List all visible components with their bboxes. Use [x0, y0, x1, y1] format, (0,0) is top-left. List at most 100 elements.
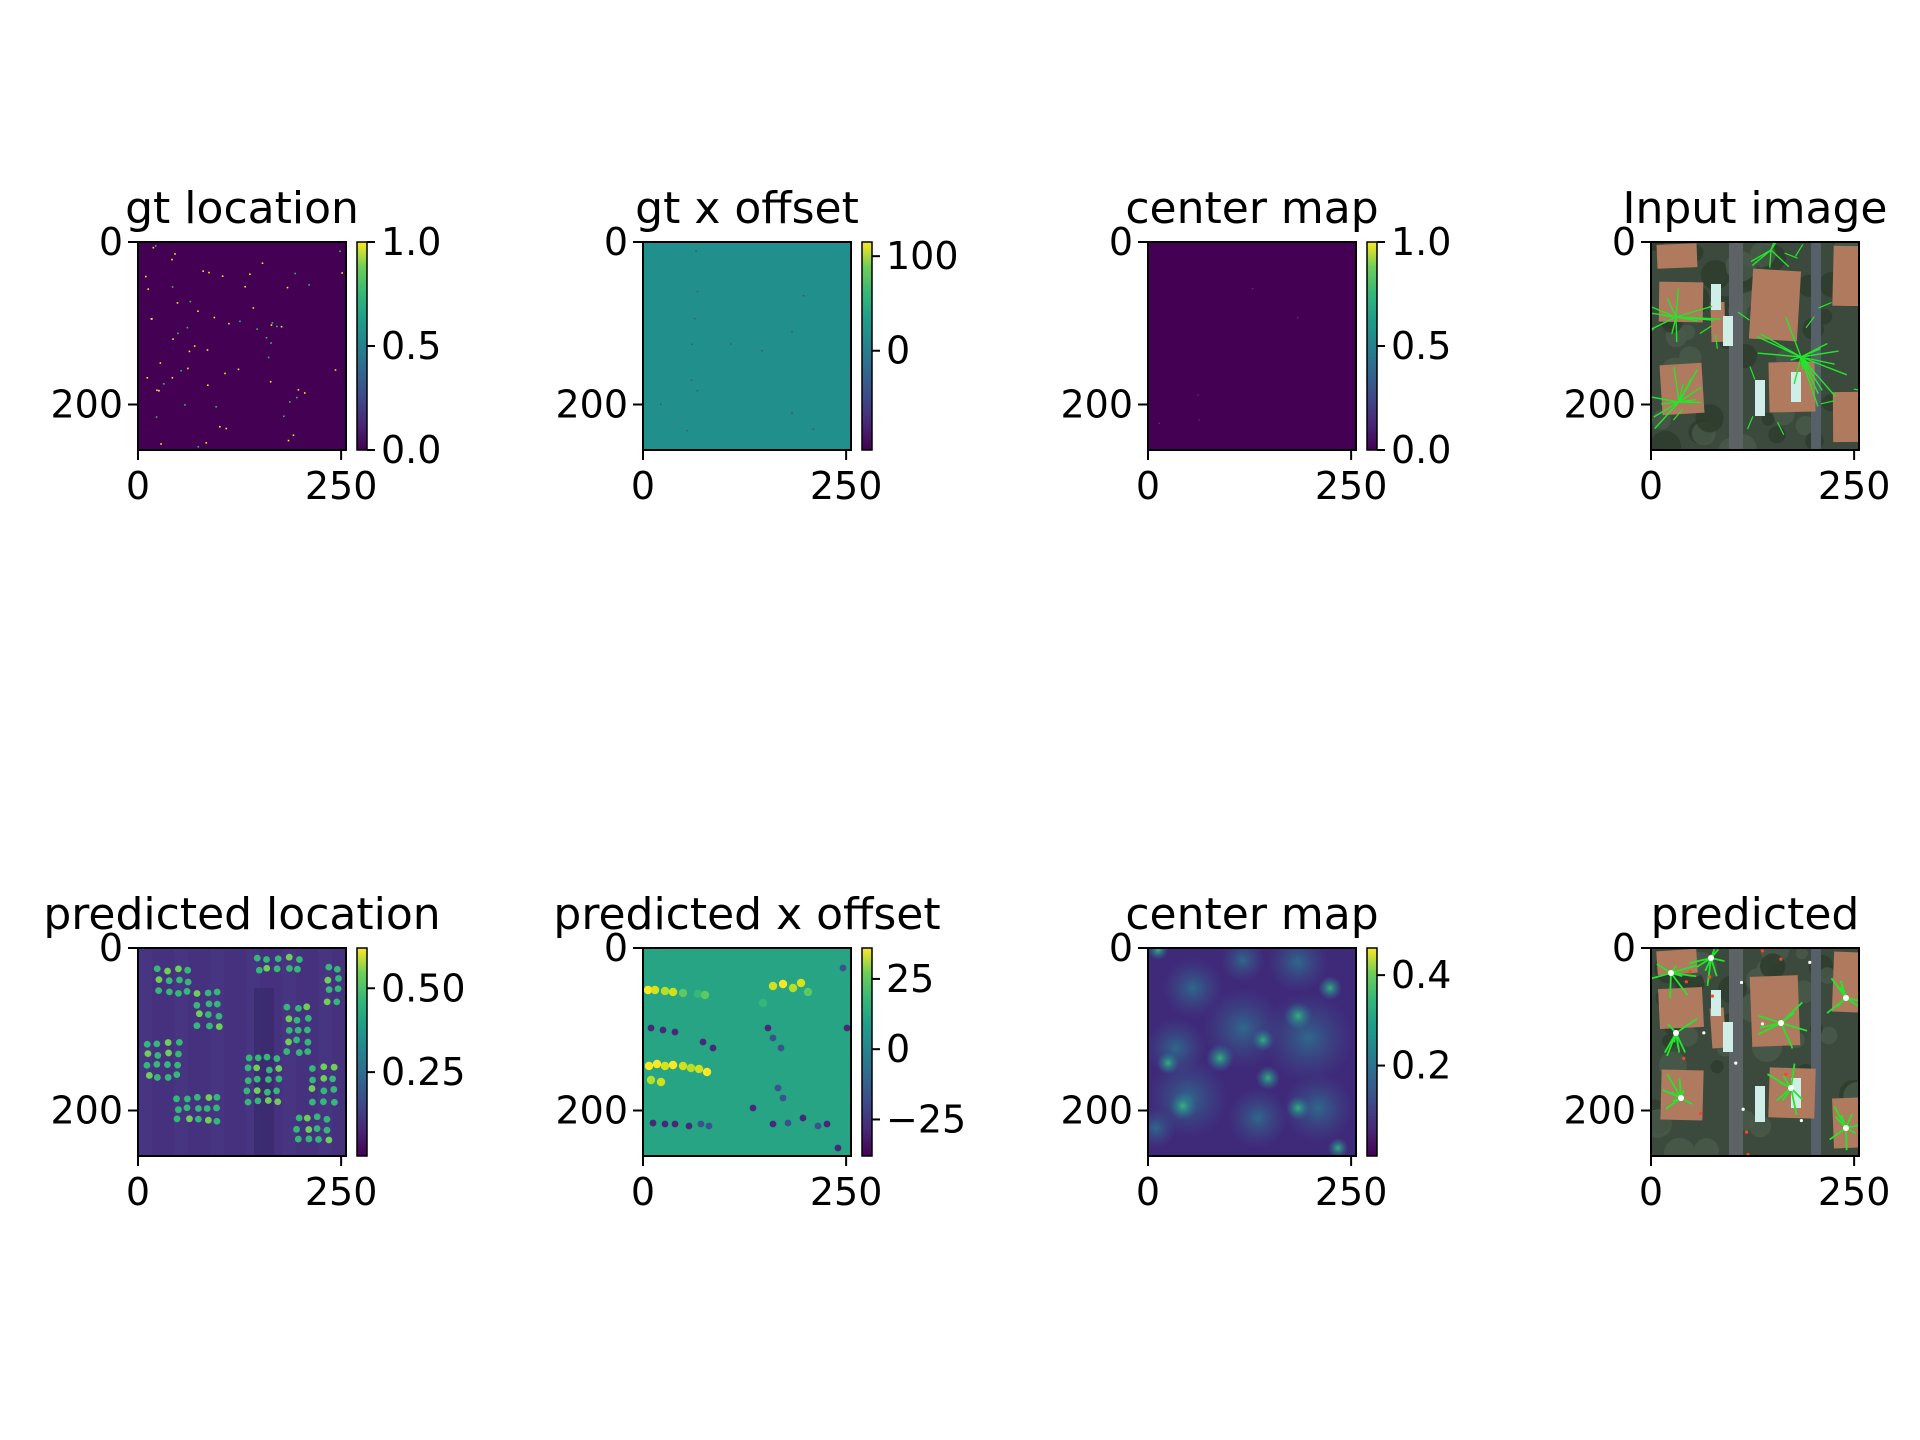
- offset-ray: [1780, 1001, 1803, 1024]
- offset-ray: [1710, 948, 1716, 959]
- location-dot: [286, 965, 293, 972]
- offset-blob: [644, 1061, 654, 1071]
- roof: [1656, 243, 1698, 269]
- predicted-center: [1788, 1085, 1794, 1091]
- location-point: [237, 368, 240, 371]
- location-point: [171, 258, 173, 261]
- location-dot: [215, 1012, 223, 1020]
- predicted-point: [1702, 1031, 1706, 1035]
- location-point: [186, 326, 189, 329]
- x-tick-label: 0: [126, 1170, 150, 1214]
- location-dot: [320, 1063, 328, 1071]
- offset-blob: [661, 1120, 669, 1128]
- offset-ray: [1678, 369, 1698, 403]
- location-dot: [285, 1038, 292, 1046]
- roof: [1709, 1007, 1727, 1049]
- location-dot: [304, 1014, 312, 1022]
- location-point: [271, 322, 274, 324]
- offset-ray: [1678, 386, 1702, 403]
- colorbar: [1366, 947, 1378, 1157]
- location-dot: [213, 1104, 220, 1112]
- location-dot: [253, 1064, 261, 1072]
- offset-ray: [1757, 352, 1802, 358]
- roof: [1832, 391, 1859, 443]
- location-dot: [330, 1098, 338, 1106]
- location-point: [308, 284, 310, 286]
- offset-ray: [1818, 301, 1832, 309]
- colorbar-tick-label: 0.2: [1391, 1044, 1451, 1088]
- x-tick-label: 250: [1818, 1170, 1891, 1214]
- location-dot: [283, 1048, 291, 1055]
- location-dot: [304, 1038, 312, 1046]
- offset-ray: [1651, 316, 1677, 331]
- location-point: [244, 285, 246, 288]
- location-point: [297, 389, 300, 391]
- colorbar-tick-label: 0: [886, 1027, 910, 1071]
- location-dot: [255, 966, 263, 974]
- y-tick-label: 200: [1563, 383, 1636, 427]
- location-dot: [213, 988, 221, 996]
- offset-ray: [1853, 388, 1859, 391]
- offset-point: [791, 330, 793, 333]
- center-blob: [1328, 1138, 1348, 1156]
- offset-point: [696, 390, 699, 392]
- x-tick-label: 0: [126, 464, 150, 508]
- colorbar-tick-label: 0.4: [1391, 953, 1451, 997]
- predicted-point: [1799, 1118, 1803, 1123]
- tree: [1693, 1138, 1719, 1156]
- offset-ray: [1758, 1022, 1782, 1035]
- location-point: [158, 389, 160, 392]
- offset-point: [690, 379, 693, 382]
- offset-ray: [1759, 1022, 1782, 1029]
- center-blob: [1157, 1052, 1179, 1074]
- location-dot: [183, 988, 191, 995]
- colorbar-tick-label: 0.50: [381, 966, 466, 1010]
- offset-ray: [1750, 249, 1772, 263]
- tree: [1760, 953, 1786, 979]
- x-tick-label: 0: [631, 464, 655, 508]
- predicted-point: [1741, 1107, 1745, 1111]
- location-point: [289, 401, 291, 403]
- location-dot: [264, 1076, 272, 1083]
- location-point: [152, 246, 155, 249]
- x-tick-label: 250: [1818, 464, 1891, 508]
- roof: [1832, 1097, 1859, 1149]
- location-dot: [174, 1061, 182, 1069]
- offset-blob: [668, 1060, 678, 1070]
- location-dot: [333, 998, 341, 1006]
- offset-blob: [646, 1075, 656, 1085]
- offset-ray: [1845, 997, 1859, 1008]
- x-tick-label: 0: [631, 1170, 655, 1214]
- offset-blob: [803, 987, 813, 997]
- colorbar: [861, 947, 873, 1157]
- offset-blob: [649, 1119, 657, 1127]
- location-dot: [203, 1105, 211, 1112]
- offset-blob: [779, 1094, 787, 1102]
- offset-point: [761, 350, 763, 352]
- predicted-point: [1708, 975, 1712, 979]
- plot-area: [1651, 242, 1859, 450]
- offset-ray: [1651, 312, 1677, 318]
- offset-ray: [1820, 400, 1835, 405]
- offset-point: [696, 290, 699, 293]
- location-point: [146, 376, 149, 379]
- predicted-point: [1760, 949, 1765, 953]
- center-blob: [1318, 976, 1342, 1000]
- predicted-point: [1760, 1022, 1765, 1026]
- x-tick-label: 250: [810, 464, 883, 508]
- location-dot: [193, 1001, 201, 1009]
- location-dot: [305, 1135, 313, 1143]
- offset-ray: [1675, 288, 1680, 318]
- location-dot: [308, 1085, 316, 1092]
- location-dot: [330, 1063, 338, 1071]
- offset-blob: [650, 985, 660, 995]
- location-dot: [164, 1061, 171, 1068]
- location-dot: [153, 965, 161, 973]
- location-dot: [273, 1087, 281, 1095]
- plot-area: [1148, 242, 1356, 450]
- offset-blob: [697, 1120, 705, 1128]
- heatmap-background: [138, 242, 346, 450]
- offset-ray: [1800, 350, 1839, 358]
- location-dot: [204, 1116, 212, 1124]
- location-dot: [213, 1000, 221, 1008]
